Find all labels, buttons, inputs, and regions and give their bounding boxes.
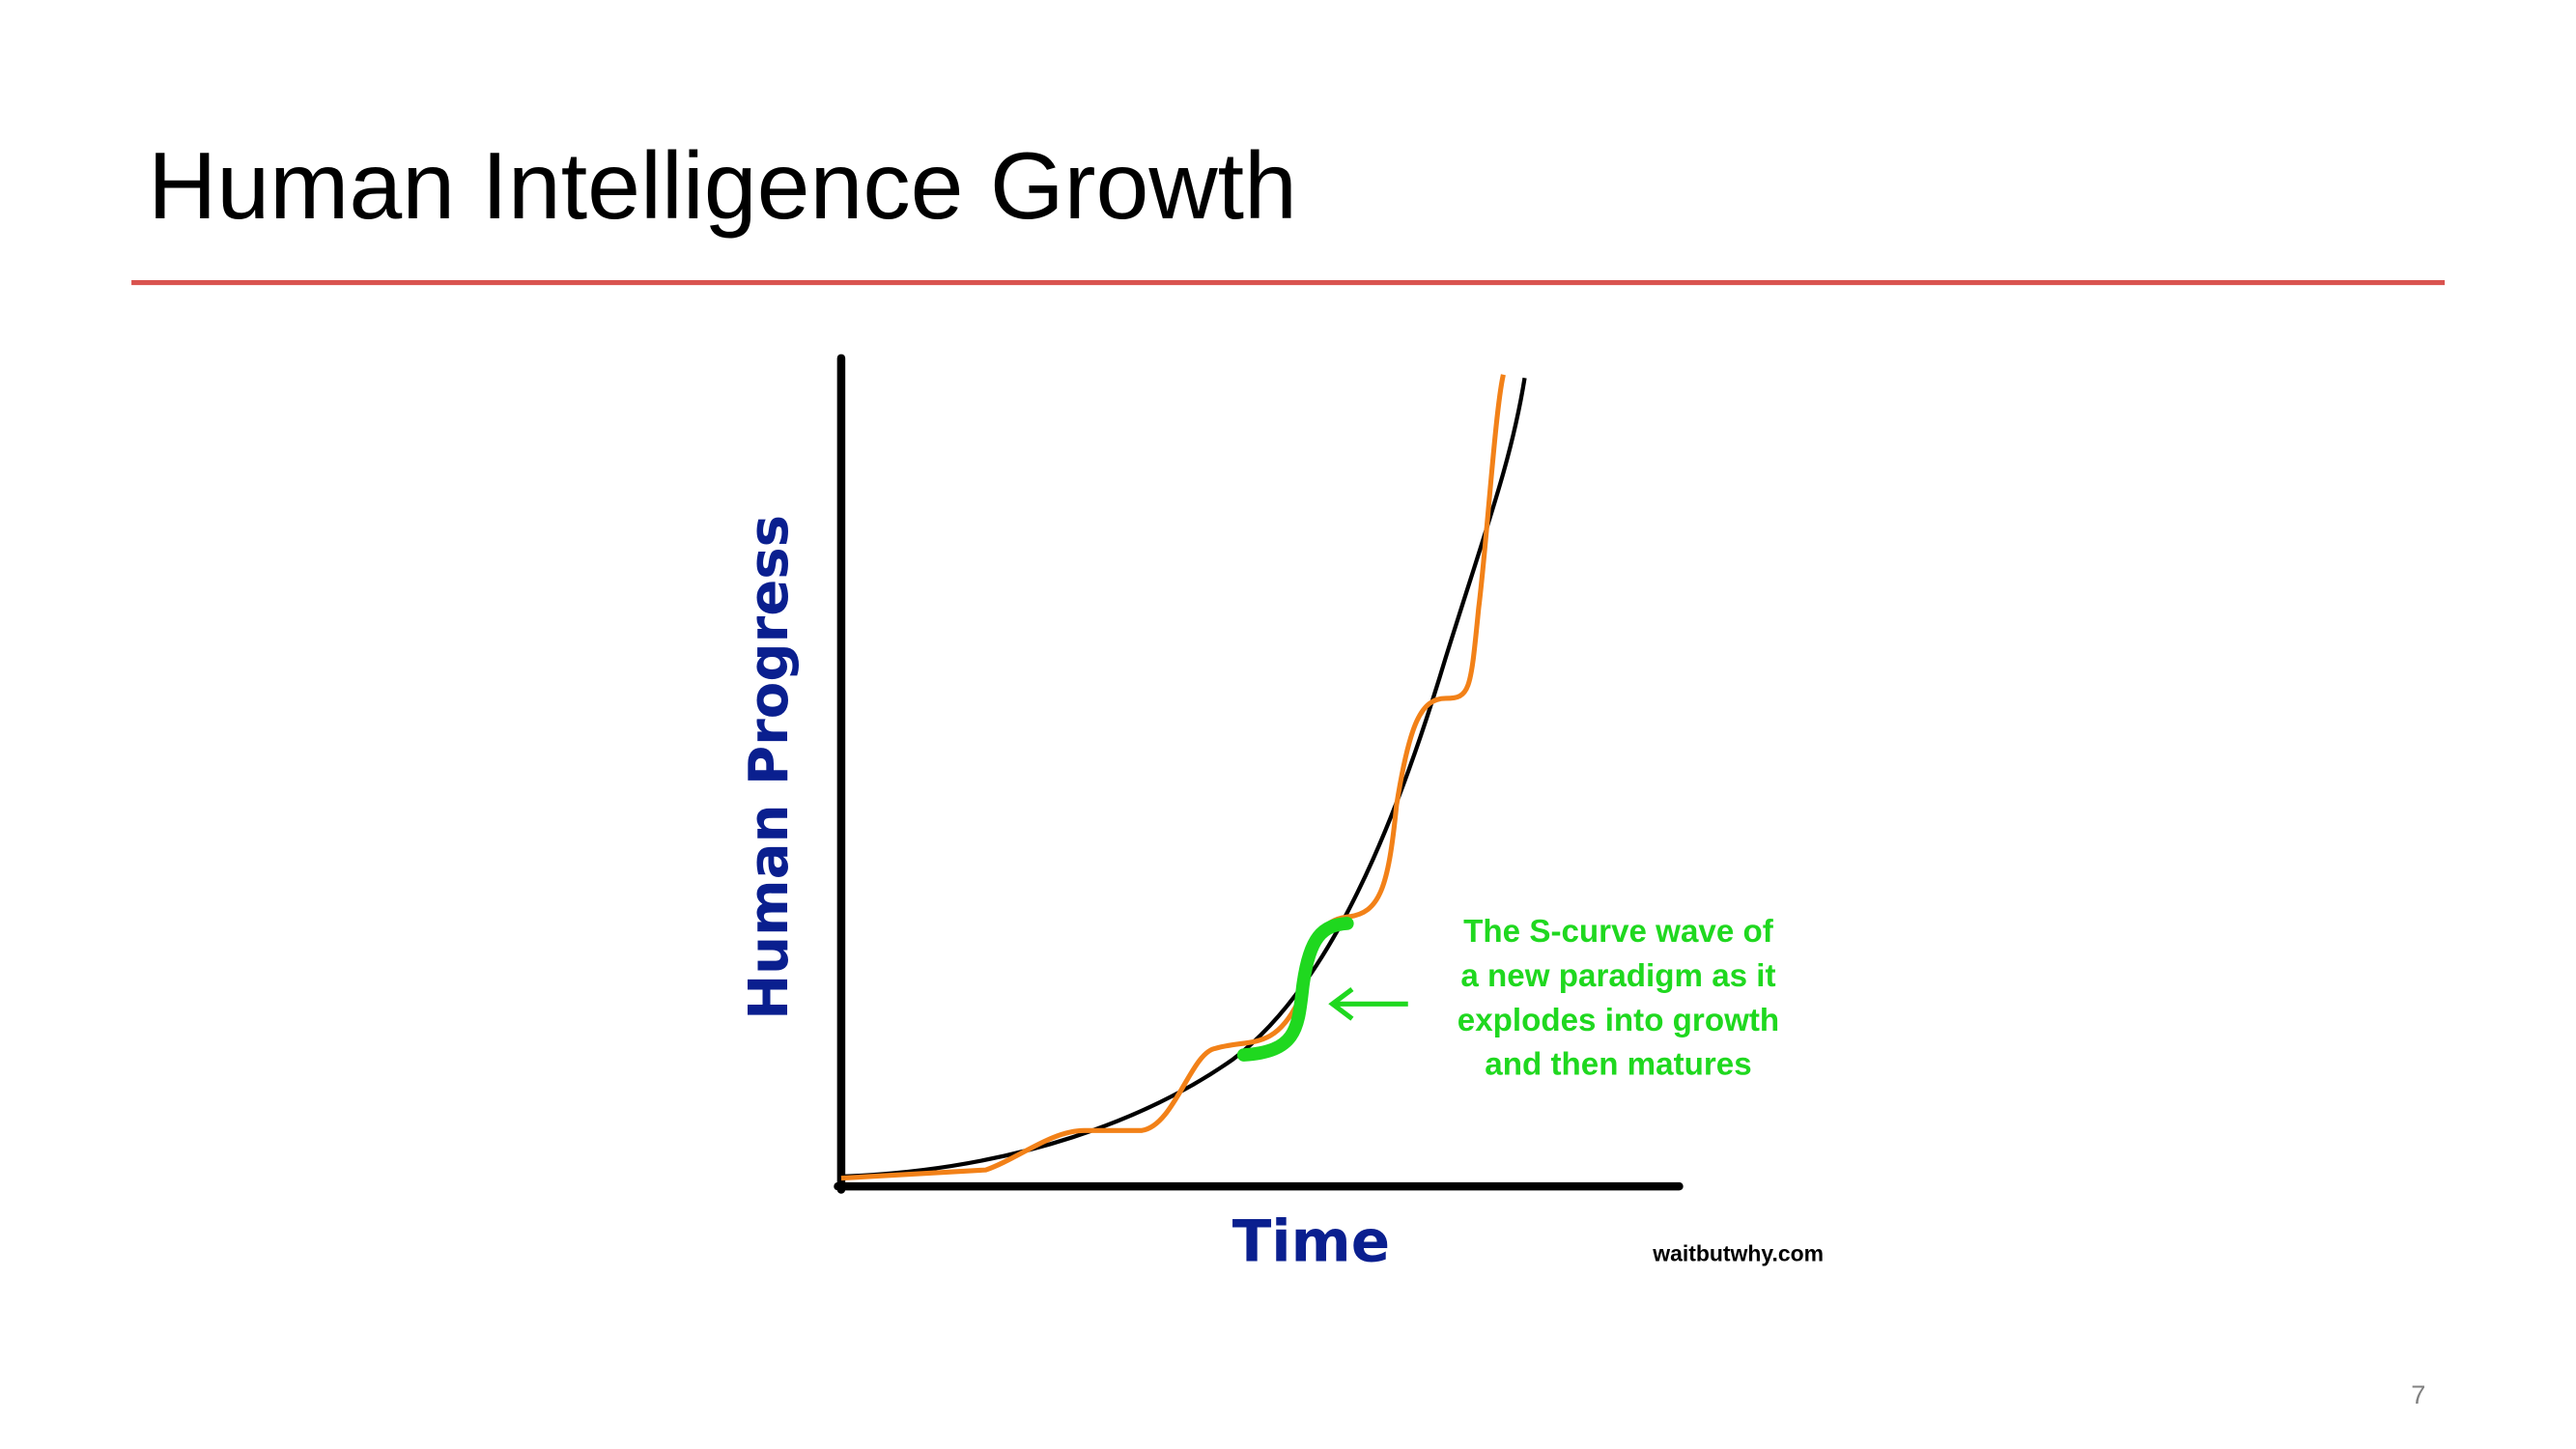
s-curve-path [840,374,1506,1181]
y-axis-label: Human Progress [738,515,801,1020]
annotation-arrowhead [1328,986,1354,1021]
annotation-line: a new paradigm as it [1460,958,1775,994]
slide-content: Human Intelligence Growth Human Progress… [131,132,2446,1409]
annotation-line: and then matures [1485,1047,1751,1083]
x-axis-label: Time [1232,1208,1390,1275]
highlighted-s-curve [1236,917,1354,1062]
annotation-line: explodes into growth [1458,1003,1779,1038]
source-credit: waitbutwhy.com [1652,1241,1824,1266]
illustration [834,354,1684,1194]
page-number: 7 [2411,1379,2425,1409]
annotation-line: The S-curve wave of [1463,914,1774,950]
slide-title: Human Intelligence Growth [148,132,1297,239]
